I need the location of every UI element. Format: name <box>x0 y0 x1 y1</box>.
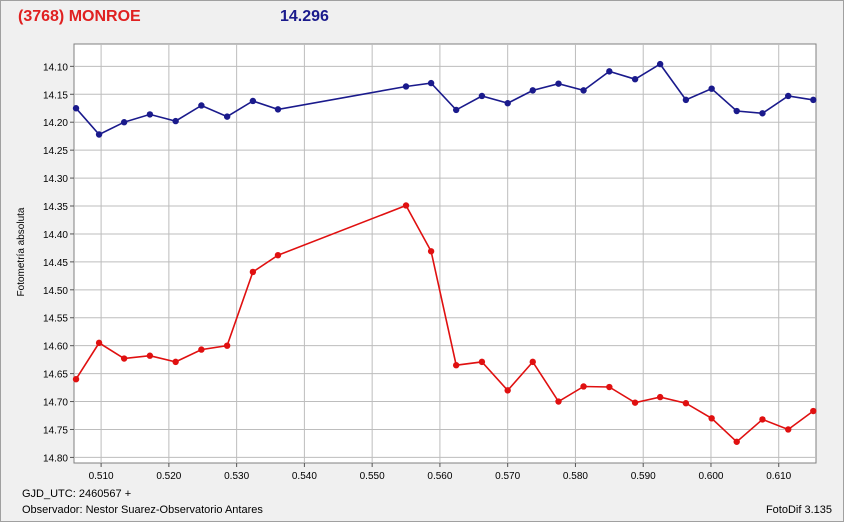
data-point <box>172 117 179 125</box>
data-point <box>656 393 664 401</box>
data-point <box>555 80 562 87</box>
y-tick-label: 14.50 <box>43 286 68 297</box>
x-tick-label: 0.560 <box>427 471 452 482</box>
data-point <box>810 96 817 104</box>
data-point <box>146 111 154 118</box>
grid-lines <box>70 44 816 467</box>
y-tick-label: 14.70 <box>43 398 68 409</box>
data-point <box>452 106 460 114</box>
data-point <box>759 110 766 117</box>
y-tick-labels: 14.10 14.15 14.20 14.25 14.30 14.35 14.40 14.45… <box>43 62 68 464</box>
data-point <box>274 106 282 113</box>
y-tick-label: 14.10 <box>43 62 68 73</box>
data-point <box>785 426 792 433</box>
data-point <box>95 339 103 347</box>
series-line-2 <box>75 204 814 443</box>
data-point <box>708 415 715 422</box>
gjd-label: GJD_UTC: 2460567 + <box>22 488 132 500</box>
data-point <box>682 400 690 407</box>
data-point <box>274 251 282 259</box>
data-point <box>72 376 80 383</box>
y-axis-label: Fotometría absoluta <box>16 207 27 296</box>
observer-label: Observador: Nestor Suarez-Observatorio A… <box>22 504 263 516</box>
data-point <box>120 119 128 126</box>
y-tick-label: 14.15 <box>43 90 68 101</box>
data-point <box>733 107 740 115</box>
data-series <box>72 60 817 445</box>
x-tick-label: 0.570 <box>495 471 520 482</box>
data-point <box>198 346 205 353</box>
data-point <box>504 387 511 394</box>
data-point <box>656 60 664 68</box>
y-tick-label: 14.45 <box>43 258 68 269</box>
x-tick-label: 0.530 <box>224 471 249 482</box>
data-point <box>249 268 257 276</box>
y-tick-label: 14.80 <box>43 453 68 464</box>
data-point <box>452 362 460 369</box>
data-point <box>606 383 613 391</box>
data-point <box>427 79 435 87</box>
data-point <box>580 383 587 390</box>
data-point <box>72 105 80 112</box>
data-point <box>631 399 639 406</box>
y-tick-label: 14.25 <box>43 146 68 157</box>
data-point <box>529 87 536 94</box>
data-point <box>529 358 536 366</box>
data-point <box>504 100 511 107</box>
y-tick-label: 14.35 <box>43 202 68 213</box>
data-point <box>785 92 792 100</box>
data-point <box>198 102 205 109</box>
data-point <box>733 438 740 445</box>
y-tick-label: 14.40 <box>43 230 68 241</box>
data-point <box>427 248 435 255</box>
x-tick-label: 0.580 <box>563 471 588 482</box>
data-point <box>223 113 231 120</box>
x-tick-label: 0.610 <box>766 471 791 482</box>
data-point <box>810 407 817 415</box>
data-point <box>555 398 562 405</box>
data-point <box>682 96 690 104</box>
x-tick-label: 0.540 <box>292 471 317 482</box>
y-tick-label: 14.65 <box>43 370 68 381</box>
data-point <box>708 85 715 92</box>
y-tick-label: 14.30 <box>43 174 68 185</box>
plot-area <box>73 43 817 464</box>
data-point <box>95 131 103 138</box>
y-tick-label: 14.75 <box>43 425 68 436</box>
data-point <box>223 342 231 349</box>
data-point <box>478 92 486 100</box>
x-tick-label: 0.550 <box>360 471 385 482</box>
data-point <box>606 68 613 75</box>
data-point <box>172 358 179 366</box>
mean-magnitude: 14.296 <box>280 8 329 25</box>
data-point <box>402 202 410 209</box>
data-point <box>402 83 410 90</box>
x-tick-label: 0.590 <box>631 471 656 482</box>
data-point <box>249 97 257 105</box>
data-point <box>580 87 587 94</box>
data-point <box>120 355 128 362</box>
data-point <box>478 358 486 366</box>
x-tick-label: 0.510 <box>89 471 114 482</box>
data-point <box>146 352 154 359</box>
y-tick-label: 14.20 <box>43 118 68 129</box>
x-tick-labels: 0.510 0.520 0.530 0.540 0.550 0.560 0.570 0.580… <box>89 471 792 482</box>
x-tick-label: 0.600 <box>698 471 723 482</box>
x-tick-label: 0.520 <box>156 471 181 482</box>
series-line-1 <box>75 63 814 136</box>
software-version: FotoDif 3.135 <box>765 504 832 516</box>
data-point <box>759 416 766 423</box>
y-tick-label: 14.55 <box>43 314 68 325</box>
y-tick-label: 14.60 <box>43 342 68 353</box>
data-point <box>631 75 639 83</box>
object-title: (3768) MONROE <box>18 8 141 25</box>
